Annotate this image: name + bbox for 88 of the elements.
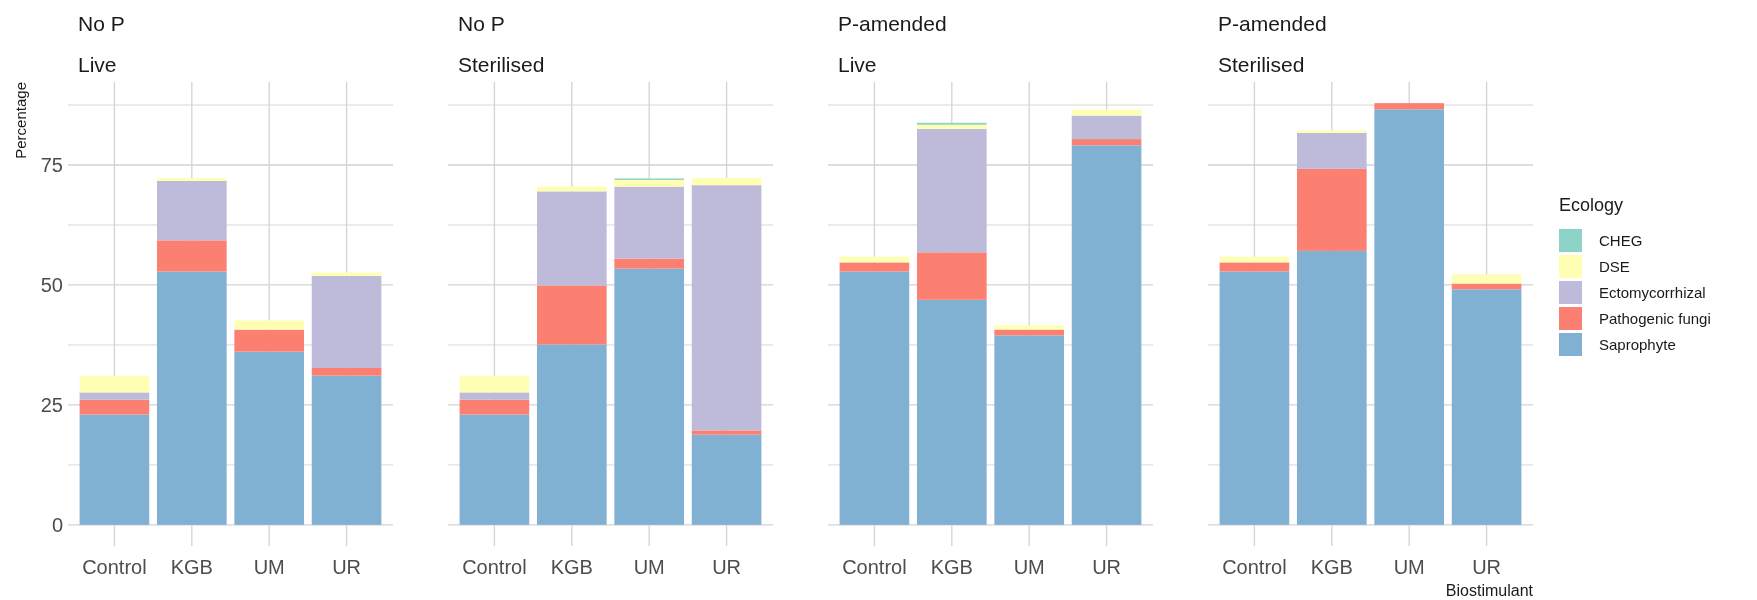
bar	[459, 376, 530, 393]
bar	[156, 180, 227, 241]
x-tick-label: UM	[633, 556, 665, 578]
chart-subtitle: Sterilised	[1218, 53, 1305, 76]
bar	[1296, 250, 1367, 525]
bar	[1071, 145, 1142, 525]
bar	[1071, 115, 1142, 140]
chart-subtitle: Live	[78, 53, 117, 76]
bar	[916, 299, 987, 525]
legend-label: CHEG	[1599, 231, 1643, 249]
x-tick-label: KGB	[930, 556, 973, 578]
bar	[916, 129, 987, 253]
legend-label: Ectomycorrhizal	[1599, 283, 1706, 301]
bar	[1296, 132, 1367, 169]
bar	[536, 285, 607, 345]
x-tick-label: UR	[712, 556, 742, 578]
bar	[1219, 262, 1290, 272]
x-tick-label: UR	[1092, 556, 1122, 578]
bar	[311, 275, 382, 368]
bar	[311, 367, 382, 376]
x-tick-label: UM	[1393, 556, 1425, 578]
bar	[994, 325, 1065, 330]
legend-label: Pathogenic fungi	[1599, 309, 1711, 327]
chart-title: No P	[458, 12, 505, 35]
bar	[839, 262, 910, 272]
bar	[79, 399, 150, 415]
x-tick-label: KGB	[550, 556, 593, 578]
bar	[536, 191, 607, 286]
bar	[1374, 103, 1445, 110]
x-tick-label: KGB	[1310, 556, 1353, 578]
y-tick-label: 50	[40, 273, 63, 296]
bar	[459, 414, 530, 525]
bar	[156, 271, 227, 525]
bar	[311, 375, 382, 525]
bar	[1374, 109, 1445, 525]
bar	[79, 376, 150, 393]
bar	[234, 320, 305, 330]
x-tick-label: Control	[462, 556, 527, 578]
chart-title: No P	[78, 12, 125, 35]
bar	[1451, 289, 1522, 525]
bar	[536, 344, 607, 525]
bar	[1071, 139, 1142, 146]
bar	[691, 430, 762, 435]
bar	[1296, 130, 1367, 133]
y-tick-label: 75	[40, 154, 63, 177]
bar	[79, 392, 150, 400]
bar	[156, 240, 227, 272]
legend-label: DSE	[1599, 257, 1630, 275]
bar	[79, 414, 150, 525]
x-tick-label: Control	[842, 556, 907, 578]
x-tick-label: Control	[1222, 556, 1287, 578]
bar	[459, 399, 530, 415]
x-axis-title: Biostimulant	[1445, 582, 1534, 599]
bar	[691, 185, 762, 431]
y-tick-label: 0	[51, 513, 63, 536]
bar	[1451, 274, 1522, 284]
bar	[839, 271, 910, 525]
chart-subtitle: Live	[838, 53, 877, 76]
y-tick-label: 25	[40, 393, 63, 416]
x-tick-label: UM	[253, 556, 285, 578]
bar	[916, 124, 987, 130]
y-axis-title: Percentage	[12, 82, 29, 159]
bar	[994, 335, 1065, 525]
bar	[614, 186, 685, 259]
bar	[691, 177, 762, 186]
bar	[614, 179, 685, 187]
bar	[916, 252, 987, 300]
legend-label: Saprophyte	[1599, 335, 1676, 353]
bar	[156, 177, 227, 181]
chart-subtitle: Sterilised	[458, 53, 545, 76]
x-tick-label: UR	[1472, 556, 1502, 578]
x-tick-label: KGB	[170, 556, 213, 578]
chart-title: P-amended	[838, 12, 947, 35]
legend-title: Ecology	[1559, 195, 1624, 215]
bar	[234, 329, 305, 352]
bar	[1071, 109, 1142, 116]
bar	[691, 434, 762, 525]
bar	[1296, 168, 1367, 251]
x-tick-label: Control	[82, 556, 147, 578]
bar	[614, 268, 685, 525]
x-tick-label: UR	[332, 556, 362, 578]
bar	[1219, 271, 1290, 525]
bar	[459, 392, 530, 400]
bar	[234, 351, 305, 525]
bar	[311, 272, 382, 276]
x-tick-label: UM	[1013, 556, 1045, 578]
bar	[614, 258, 685, 269]
chart-title: P-amended	[1218, 12, 1327, 35]
